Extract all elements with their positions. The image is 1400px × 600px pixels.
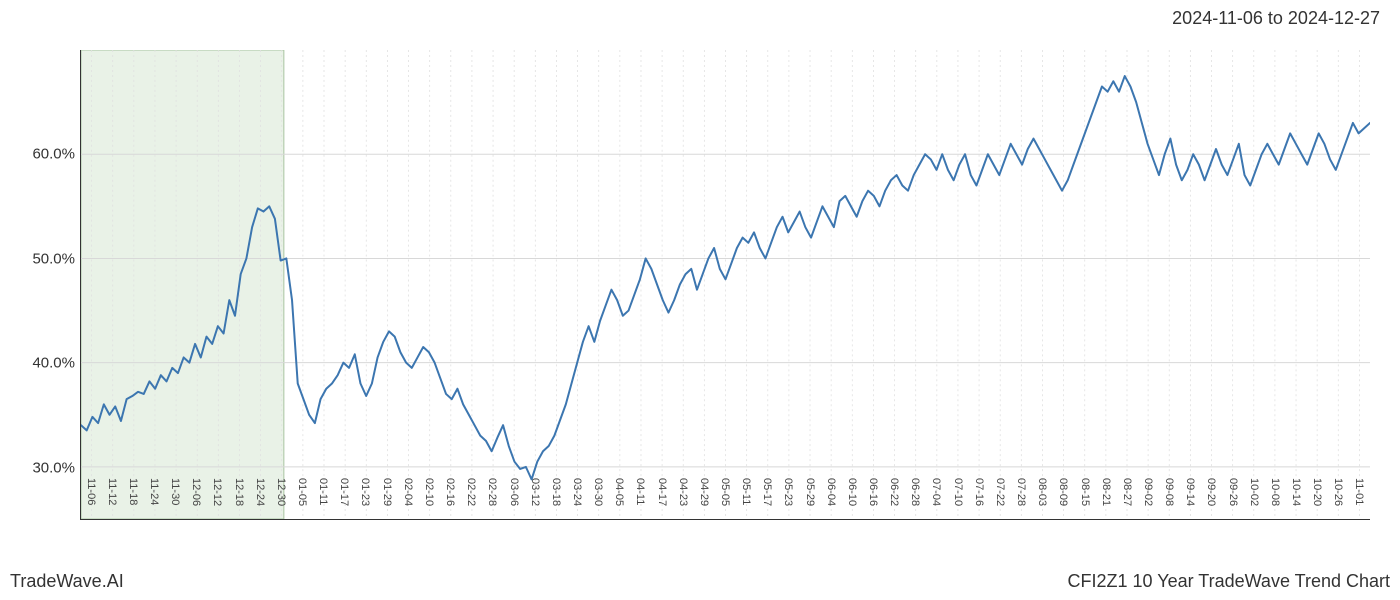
- chart-container: 30.0%40.0%50.0%60.0% 11-0611-1211-1811-2…: [80, 50, 1370, 520]
- x-tick-label: 12-30: [275, 478, 287, 506]
- date-range-label: 2024-11-06 to 2024-12-27: [1172, 8, 1380, 29]
- x-tick-label: 09-02: [1142, 478, 1154, 506]
- x-tick-label: 02-04: [402, 478, 414, 506]
- x-tick-label: 01-11: [317, 478, 329, 505]
- x-tick-label: 06-10: [846, 478, 858, 506]
- x-tick-label: 09-08: [1163, 478, 1175, 506]
- x-tick-label: 07-28: [1015, 478, 1027, 506]
- x-tick-label: 12-18: [233, 478, 245, 506]
- x-tick-label: 03-18: [550, 478, 562, 506]
- y-tick-label: 60.0%: [32, 146, 75, 163]
- chart-svg: [81, 50, 1370, 519]
- x-tick-label: 11-06: [85, 478, 97, 505]
- footer-title: CFI2Z1 10 Year TradeWave Trend Chart: [1068, 571, 1391, 592]
- x-tick-label: 10-08: [1269, 478, 1281, 506]
- x-tick-label: 12-24: [254, 478, 266, 506]
- x-tick-label: 04-05: [613, 478, 625, 506]
- x-tick-label: 06-22: [888, 478, 900, 506]
- y-tick-label: 30.0%: [32, 459, 75, 476]
- x-tick-label: 02-28: [486, 478, 498, 506]
- x-tick-label: 06-28: [909, 478, 921, 506]
- x-tick-label: 03-24: [571, 478, 583, 506]
- footer-brand: TradeWave.AI: [10, 571, 124, 592]
- x-tick-label: 05-05: [719, 478, 731, 506]
- x-tick-label: 10-02: [1248, 478, 1260, 506]
- y-tick-label: 50.0%: [32, 250, 75, 267]
- x-tick-label: 07-04: [930, 478, 942, 506]
- x-tick-label: 08-15: [1079, 478, 1091, 506]
- x-tick-label: 05-11: [740, 478, 752, 505]
- x-tick-label: 04-17: [656, 478, 668, 506]
- x-tick-label: 08-03: [1036, 478, 1048, 506]
- x-tick-label: 06-16: [867, 478, 879, 506]
- x-tick-label: 01-17: [338, 478, 350, 506]
- plot-area: [80, 50, 1370, 520]
- x-tick-label: 12-06: [190, 478, 202, 506]
- x-tick-label: 03-06: [508, 478, 520, 506]
- x-tick-label: 07-10: [952, 478, 964, 506]
- x-tick-label: 09-26: [1227, 478, 1239, 506]
- x-tick-label: 10-20: [1311, 478, 1323, 506]
- x-tick-label: 07-16: [973, 478, 985, 506]
- x-tick-label: 08-27: [1121, 478, 1133, 506]
- x-tick-label: 04-29: [698, 478, 710, 506]
- x-tick-label: 05-29: [804, 478, 816, 506]
- x-tick-label: 09-14: [1184, 478, 1196, 506]
- x-tick-label: 07-22: [994, 478, 1006, 506]
- x-tick-label: 08-09: [1057, 478, 1069, 506]
- x-tick-label: 10-14: [1290, 478, 1302, 506]
- x-tick-label: 11-01: [1353, 478, 1365, 505]
- x-tick-label: 01-23: [359, 478, 371, 506]
- x-tick-label: 04-11: [634, 478, 646, 505]
- x-tick-label: 02-22: [465, 478, 477, 506]
- x-tick-label: 05-23: [782, 478, 794, 506]
- x-tick-label: 11-18: [127, 478, 139, 505]
- x-tick-label: 01-05: [296, 478, 308, 506]
- x-tick-label: 06-04: [825, 478, 837, 506]
- x-tick-label: 11-30: [169, 478, 181, 505]
- y-tick-label: 40.0%: [32, 355, 75, 372]
- y-axis-labels: 30.0% 40.0% 50.0% 60.0%: [20, 50, 75, 520]
- x-tick-label: 02-10: [423, 478, 435, 506]
- x-tick-label: 01-29: [381, 478, 393, 506]
- x-axis-labels: 11-06 11-12 11-18 11-24 11-30 12-06 12-12 12-18…: [80, 478, 1370, 538]
- x-tick-label: 04-23: [677, 478, 689, 506]
- x-tick-label: 08-21: [1100, 478, 1112, 506]
- x-tick-label: 02-16: [444, 478, 456, 506]
- x-tick-label: 10-26: [1332, 478, 1344, 506]
- x-tick-label: 11-24: [148, 478, 160, 505]
- x-tick-label: 05-17: [761, 478, 773, 506]
- x-tick-label: 11-12: [106, 478, 118, 505]
- x-tick-label: 03-30: [592, 478, 604, 506]
- x-tick-label: 09-20: [1205, 478, 1217, 506]
- x-tick-label: 03-12: [529, 478, 541, 506]
- x-tick-label: 12-12: [211, 478, 223, 506]
